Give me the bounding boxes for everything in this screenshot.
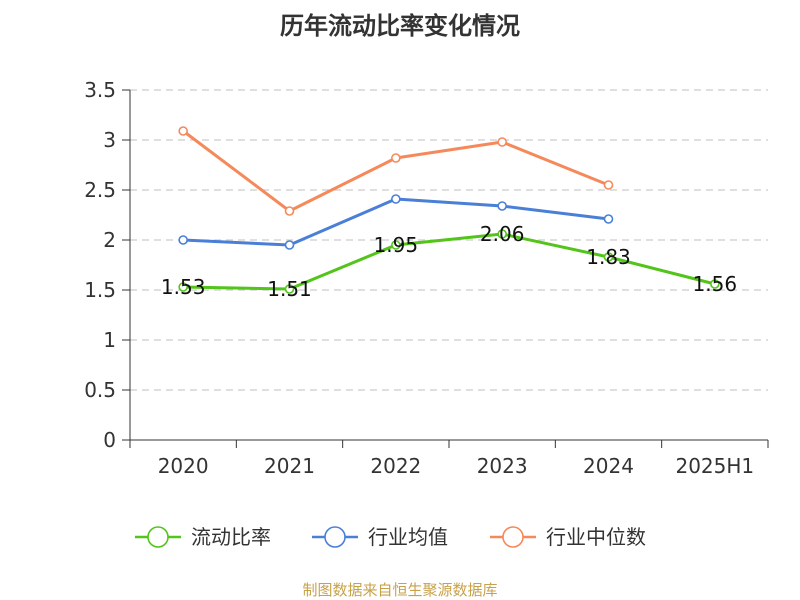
data-label: 1.95 [374, 233, 419, 257]
data-point [391, 240, 401, 250]
chart-title: 历年流动比率变化情况 [280, 12, 520, 40]
data-point [178, 235, 188, 245]
data-label: 1.56 [693, 272, 738, 296]
data-point [603, 180, 614, 190]
y-tick-label: 0 [103, 428, 116, 452]
data-point [178, 282, 188, 292]
data-point [284, 284, 295, 294]
data-point [710, 279, 720, 289]
y-tick-label: 0.5 [84, 378, 116, 402]
x-tick-label: 2021 [264, 454, 315, 478]
data-point [603, 214, 614, 224]
data-point [603, 252, 614, 262]
x-tick-label: 2023 [477, 454, 528, 478]
legend-label: 行业均值 [368, 525, 448, 549]
data-label: 2.06 [480, 222, 525, 246]
x-tick-label: 2022 [370, 454, 421, 478]
data-point [391, 153, 401, 163]
data-point [497, 137, 507, 147]
x-tick-label: 2025H1 [675, 454, 754, 478]
y-tick-label: 2.5 [84, 178, 116, 202]
y-tick-label: 2 [103, 228, 116, 252]
data-label: 1.51 [267, 277, 312, 301]
legend-swatch-marker [502, 526, 524, 548]
data-point [178, 126, 188, 136]
data-source-note: 制图数据来自恒生聚源数据库 [302, 581, 498, 599]
x-tick-label: 2020 [158, 454, 209, 478]
data-point [284, 240, 295, 250]
data-point [284, 206, 295, 216]
legend-label: 行业中位数 [546, 525, 646, 549]
y-tick-label: 1.5 [84, 278, 116, 302]
series-line [183, 232, 716, 291]
legend-swatch-marker [324, 526, 346, 548]
y-tick-label: 3 [103, 128, 116, 152]
y-tick-label: 3.5 [84, 78, 116, 102]
data-point [497, 201, 507, 211]
legend-label: 流动比率 [191, 525, 271, 549]
data-label: 1.83 [586, 245, 631, 269]
y-tick-label: 1 [103, 328, 116, 352]
data-point [497, 229, 507, 239]
data-label: 1.53 [161, 275, 206, 299]
data-point [391, 194, 401, 204]
legend-swatch-marker [147, 526, 169, 548]
x-tick-label: 2024 [583, 454, 634, 478]
